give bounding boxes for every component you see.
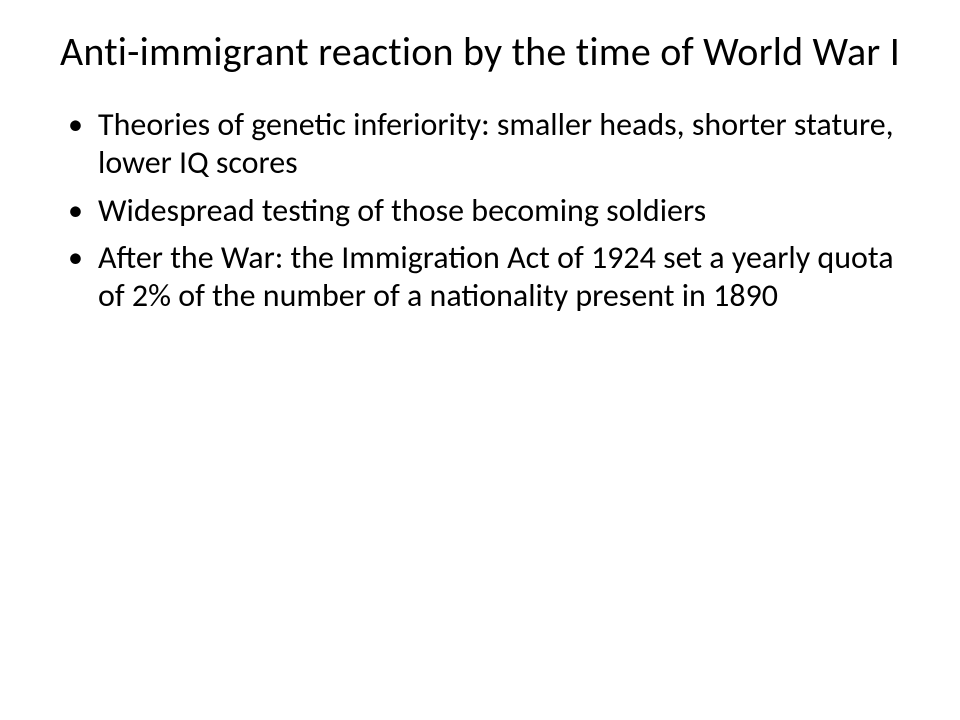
list-item: Theories of genetic inferiority: smaller…	[68, 106, 910, 182]
list-item: Widespread testing of those becoming sol…	[68, 192, 910, 230]
slide-title: Anti-immigrant reaction by the time of W…	[50, 28, 910, 76]
list-item: After the War: the Immigration Act of 19…	[68, 239, 910, 315]
bullet-list: Theories of genetic inferiority: smaller…	[50, 106, 910, 315]
